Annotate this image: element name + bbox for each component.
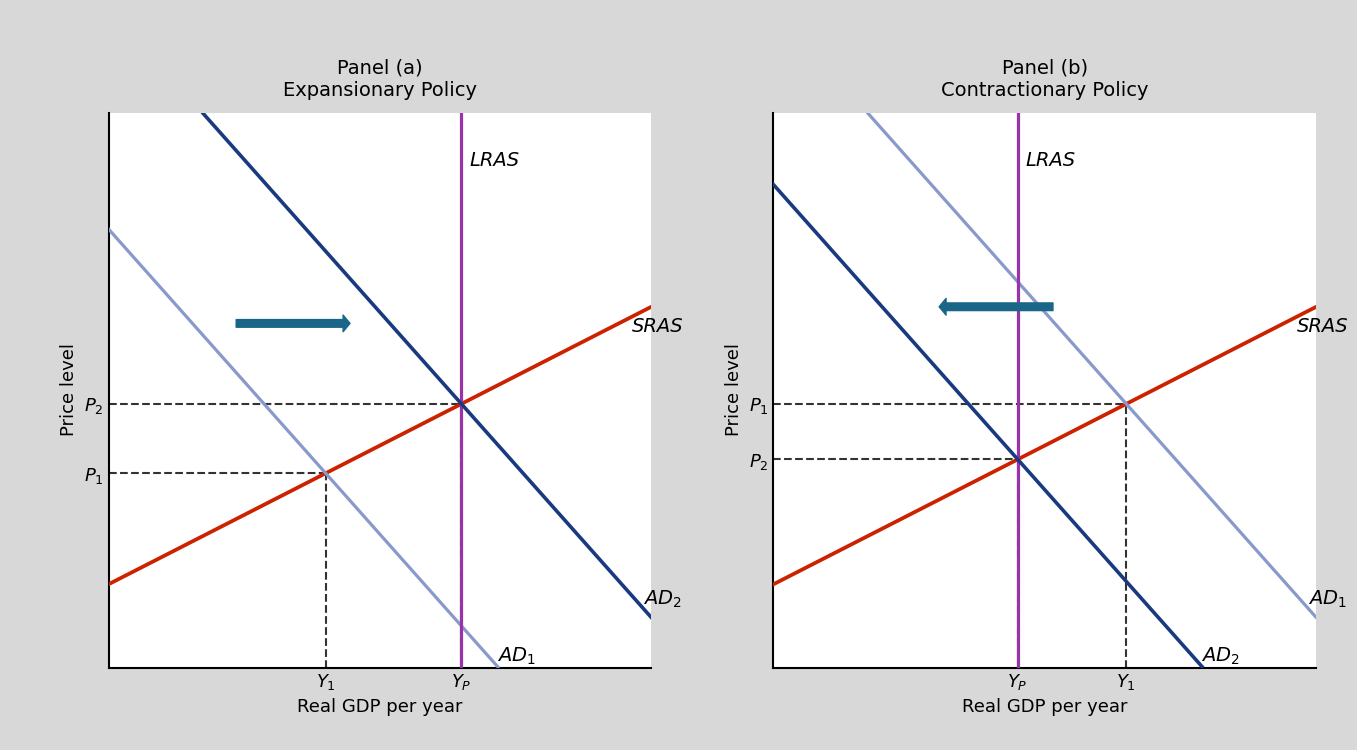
Text: SRAS: SRAS: [1297, 316, 1349, 336]
Text: $AD_1$: $AD_1$: [497, 646, 536, 667]
Title: Panel (b)
Contractionary Policy: Panel (b) Contractionary Policy: [942, 58, 1148, 100]
Text: LRAS: LRAS: [1026, 152, 1076, 170]
Text: LRAS: LRAS: [470, 152, 520, 170]
X-axis label: Real GDP per year: Real GDP per year: [297, 698, 463, 716]
X-axis label: Real GDP per year: Real GDP per year: [962, 698, 1128, 716]
Title: Panel (a)
Expansionary Policy: Panel (a) Expansionary Policy: [284, 58, 476, 100]
Text: $AD_2$: $AD_2$: [643, 589, 681, 610]
Text: $AD_2$: $AD_2$: [1201, 646, 1240, 667]
Y-axis label: Price level: Price level: [61, 344, 79, 436]
Text: SRAS: SRAS: [632, 316, 684, 336]
Text: $AD_1$: $AD_1$: [1308, 589, 1348, 610]
Y-axis label: Price level: Price level: [726, 344, 744, 436]
